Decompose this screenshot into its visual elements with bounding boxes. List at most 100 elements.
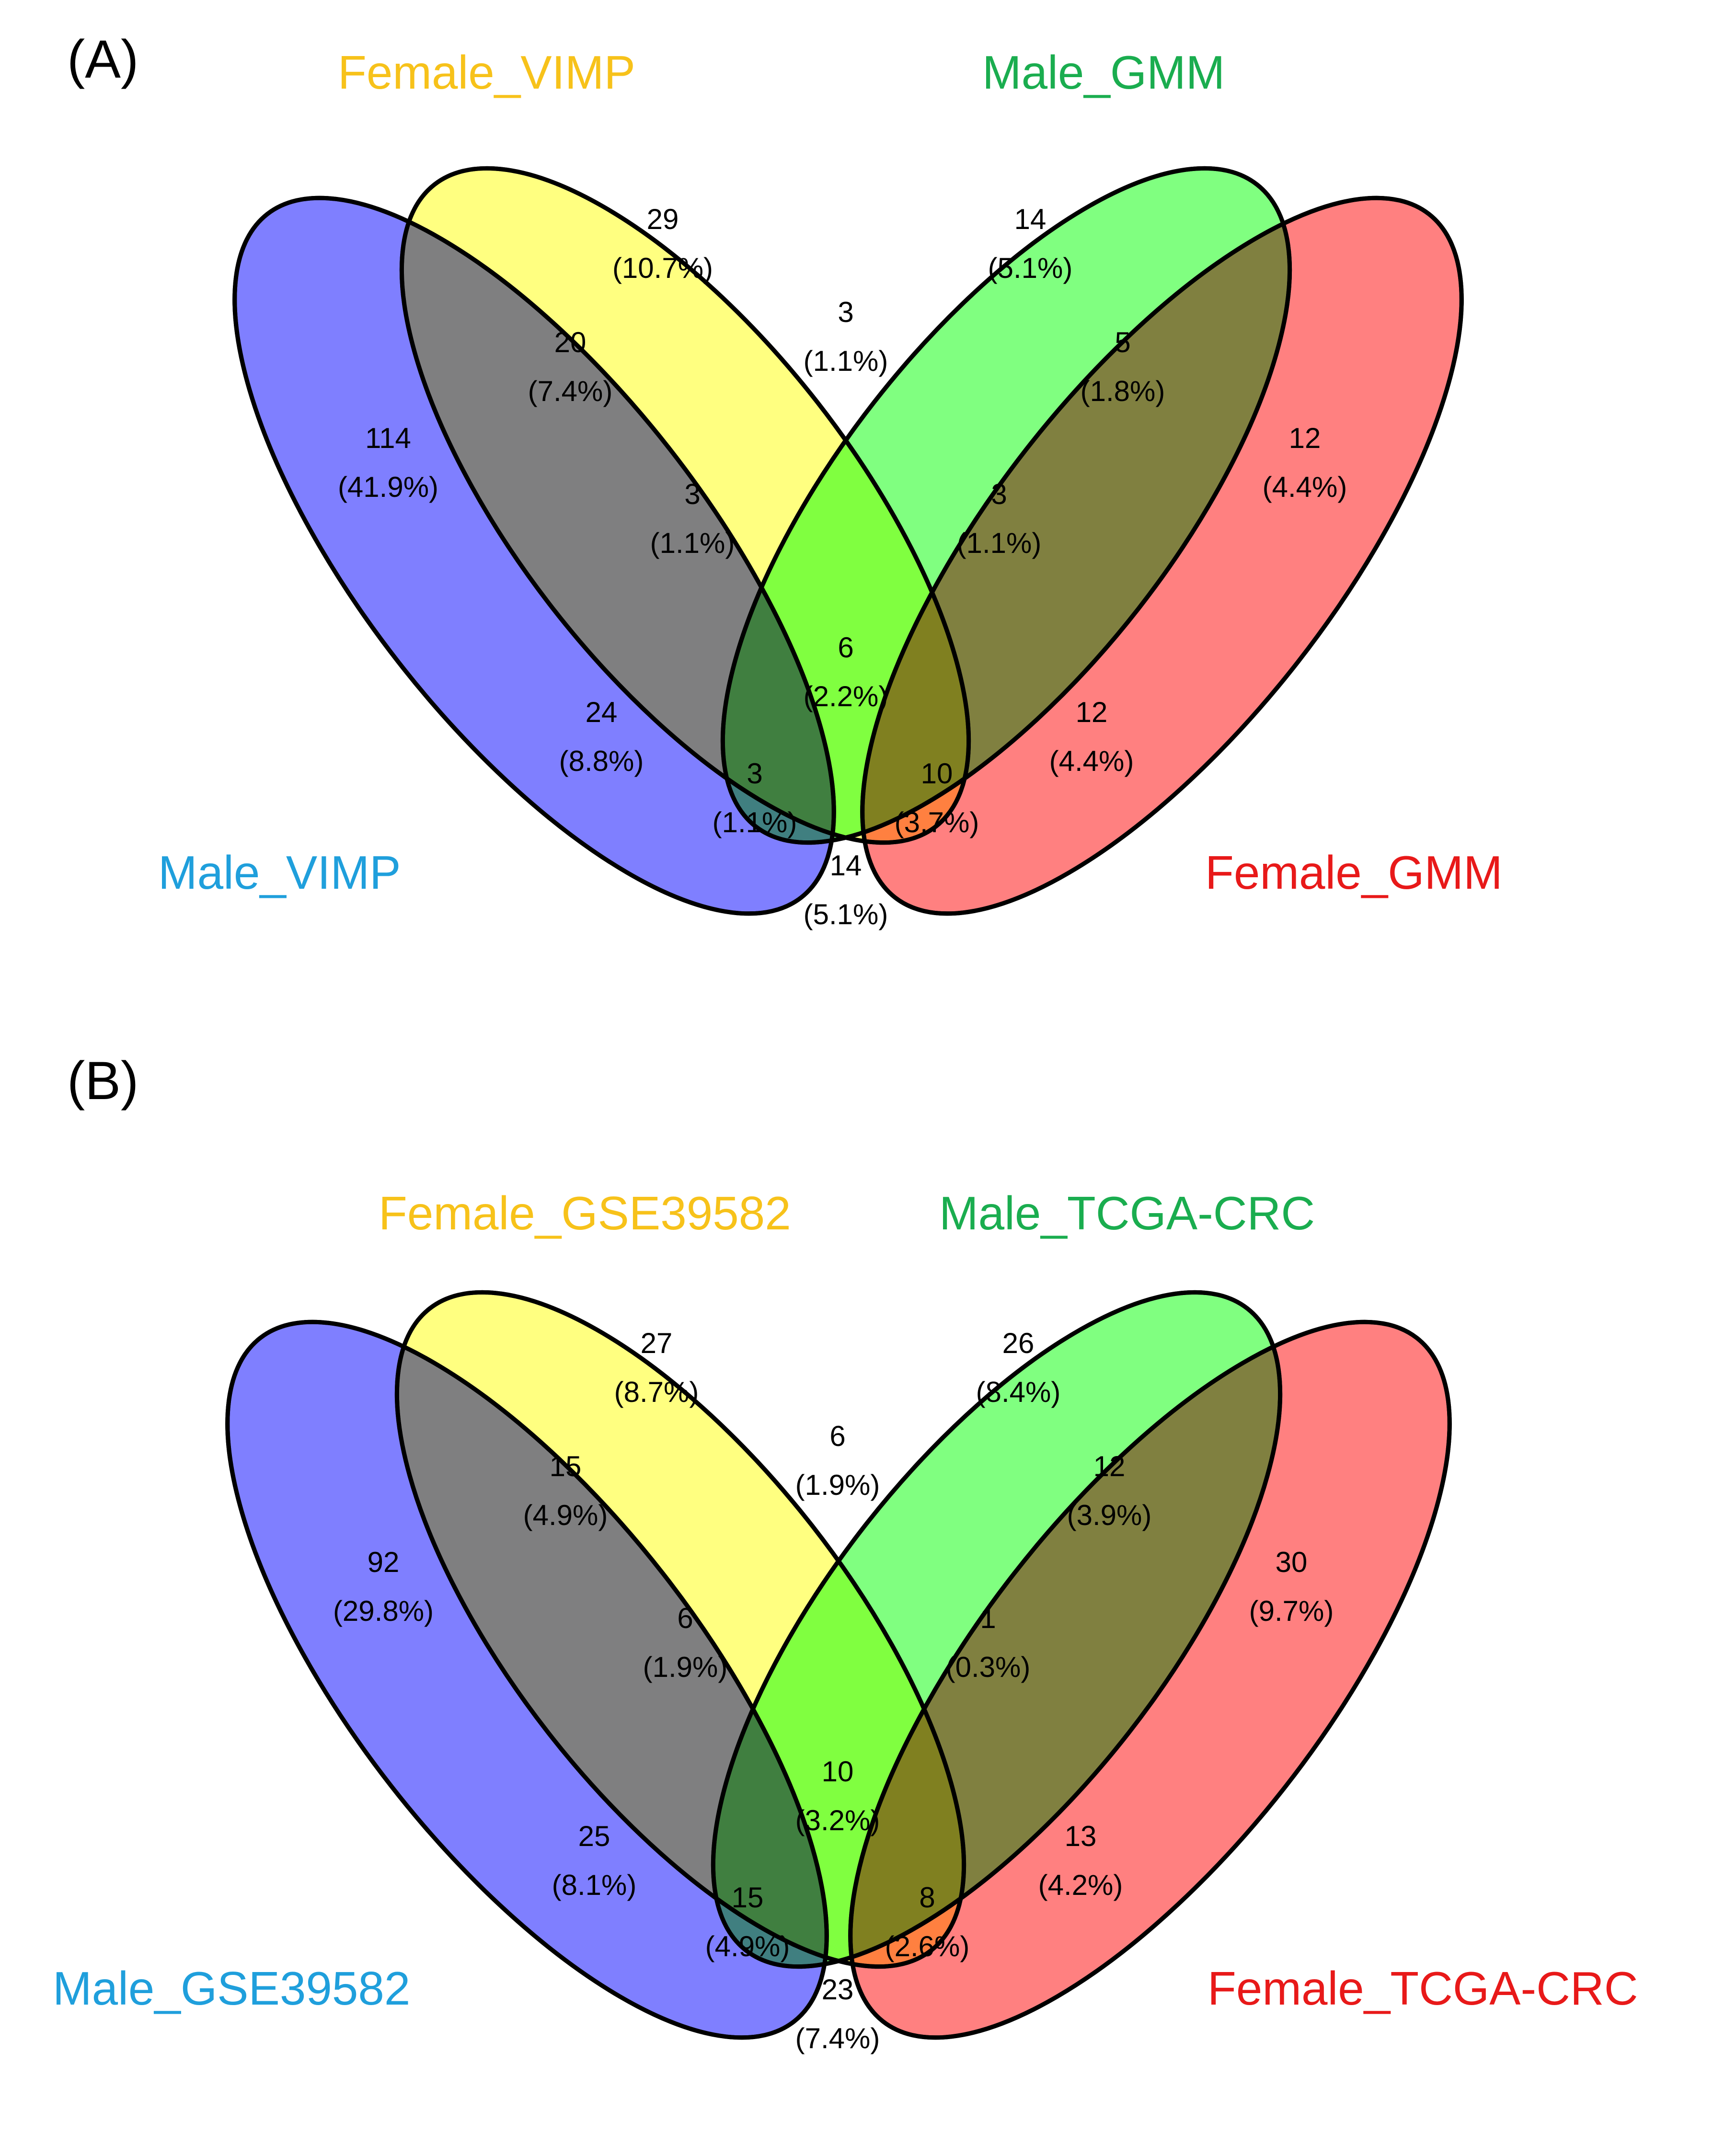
region-count: 12 [1076, 696, 1108, 728]
region-acd: 3 (1.1%) [713, 757, 797, 838]
region-labels: 92 (29.8%) 27 (8.7%) 26 (8.4%) 30 (9.7%) 15 (… [333, 1327, 1334, 2054]
region-bd: 13 (4.2%) [1038, 1820, 1123, 1901]
venn-outlines [225, 1290, 1452, 2040]
region-count: 3 [684, 478, 700, 510]
region-bcd: 3 (1.1%) [957, 478, 1042, 559]
region-bcd: 1 (0.3%) [946, 1602, 1031, 1683]
region-count: 27 [641, 1327, 673, 1359]
region-count: 13 [1065, 1820, 1097, 1852]
region-bc: 3 (1.1%) [804, 296, 888, 377]
region-count: 6 [838, 631, 853, 664]
region-percent: (5.1%) [988, 252, 1073, 284]
region-c: 26 (8.4%) [976, 1327, 1061, 1408]
region-percent: (1.9%) [643, 1651, 728, 1683]
panel-label: (B) [67, 1051, 138, 1111]
region-count: 10 [822, 1755, 854, 1788]
set-label-female-vimp: Female_VIMP [338, 46, 635, 99]
region-percent: (7.4%) [528, 375, 613, 407]
region-percent: (8.1%) [552, 1869, 637, 1901]
region-count: 15 [550, 1450, 582, 1482]
region-percent: (5.1%) [804, 898, 888, 930]
region-count: 3 [991, 478, 1007, 510]
region-count: 25 [578, 1820, 610, 1852]
region-percent: (0.3%) [946, 1651, 1031, 1683]
region-percent: (29.8%) [333, 1595, 434, 1627]
region-count: 24 [586, 696, 618, 728]
region-percent: (41.9%) [338, 471, 438, 503]
region-percent: (10.7%) [612, 252, 713, 284]
region-percent: (4.9%) [705, 1930, 790, 1962]
venn-outlines [232, 166, 1464, 916]
venn-panel-a: (A) Male_VIMP Female_VIMP Male_GMM Femal… [67, 29, 1503, 930]
region-count: 6 [677, 1602, 693, 1634]
set-label-male-vimp: Male_VIMP [158, 846, 401, 899]
region-b: 27 (8.7%) [614, 1327, 699, 1408]
region-abc: 6 (1.9%) [643, 1602, 728, 1683]
region-ab: 20 (7.4%) [528, 326, 613, 407]
venn-ellipses [232, 166, 1464, 916]
region-percent: (4.4%) [1263, 471, 1347, 503]
region-count: 3 [838, 296, 853, 328]
region-cd: 5 (1.8%) [1081, 326, 1165, 407]
region-percent: (8.7%) [614, 1376, 699, 1408]
region-percent: (1.8%) [1081, 375, 1165, 407]
region-count: 10 [921, 757, 953, 790]
region-count: 8 [919, 1881, 935, 1914]
region-d: 30 (9.7%) [1249, 1546, 1334, 1627]
region-abd: 8 (2.6%) [885, 1881, 970, 1962]
set-label-male-tcga-crc: Male_TCGA-CRC [939, 1187, 1315, 1239]
set-label-male-gse39582: Male_GSE39582 [53, 1962, 410, 2015]
region-ab: 15 (4.9%) [523, 1450, 608, 1531]
region-count: 114 [365, 422, 411, 454]
region-cd: 12 (3.9%) [1067, 1450, 1152, 1531]
region-percent: (2.2%) [804, 680, 888, 712]
region-percent: (1.9%) [795, 1469, 880, 1501]
region-a: 114 (41.9%) [338, 422, 438, 503]
set-label-female-tcga-crc: Female_TCGA-CRC [1208, 1962, 1638, 2015]
region-percent: (8.8%) [559, 745, 644, 777]
region-b: 29 (10.7%) [612, 203, 713, 284]
region-percent: (3.7%) [895, 806, 979, 838]
region-bd: 12 (4.4%) [1049, 696, 1134, 777]
region-count: 92 [368, 1546, 400, 1578]
set-label-female-gse39582: Female_GSE39582 [379, 1187, 791, 1239]
venn-panel-b: (B) Male_GSE39582 Female_GSE39582 Male_T… [53, 1051, 1638, 2054]
region-percent: (9.7%) [1249, 1595, 1334, 1627]
region-percent: (4.9%) [523, 1499, 608, 1531]
region-percent: (8.4%) [976, 1376, 1061, 1408]
region-abcd: 6 (2.2%) [804, 631, 888, 712]
region-percent: (1.1%) [957, 527, 1042, 559]
region-ad: 14 (5.1%) [804, 849, 888, 930]
venn-ellipses [225, 1290, 1452, 2040]
region-d: 12 (4.4%) [1263, 422, 1347, 503]
region-percent: (1.1%) [804, 345, 888, 377]
region-count: 12 [1093, 1450, 1126, 1482]
panel-label: (A) [67, 29, 138, 89]
region-percent: (3.9%) [1067, 1499, 1152, 1531]
region-acd: 15 (4.9%) [705, 1881, 790, 1962]
region-count: 12 [1289, 422, 1321, 454]
region-percent: (2.6%) [885, 1930, 970, 1962]
region-bc: 6 (1.9%) [795, 1420, 880, 1501]
region-percent: (1.1%) [650, 527, 735, 559]
region-percent: (1.1%) [713, 806, 797, 838]
region-c: 14 (5.1%) [988, 203, 1073, 284]
set-label-female-gmm: Female_GMM [1205, 846, 1503, 899]
region-abc: 3 (1.1%) [650, 478, 735, 559]
region-count: 5 [1115, 326, 1130, 358]
region-count: 26 [1002, 1327, 1035, 1359]
region-abd: 10 (3.7%) [895, 757, 979, 838]
region-abcd: 10 (3.2%) [795, 1755, 880, 1836]
region-count: 14 [830, 849, 862, 882]
region-count: 30 [1276, 1546, 1308, 1578]
region-count: 3 [747, 757, 762, 790]
region-percent: (7.4%) [795, 2022, 880, 2054]
region-ac: 24 (8.8%) [559, 696, 644, 777]
region-count: 14 [1014, 203, 1046, 235]
region-count: 23 [822, 1973, 854, 2006]
region-a: 92 (29.8%) [333, 1546, 434, 1627]
set-label-male-gmm: Male_GMM [982, 46, 1225, 99]
region-count: 6 [829, 1420, 845, 1452]
region-ac: 25 (8.1%) [552, 1820, 637, 1901]
